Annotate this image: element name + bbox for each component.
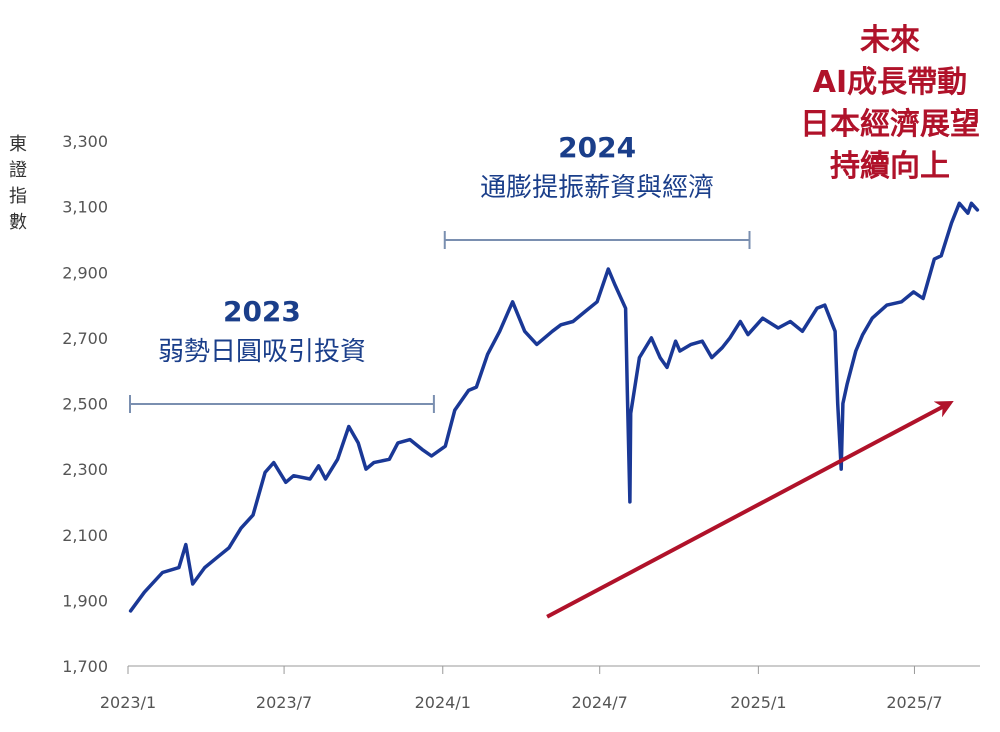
outlook-line: AI成長帶動 <box>813 65 967 100</box>
y-tick-label: 1,700 <box>62 657 108 676</box>
x-tick-label: 2023/1 <box>100 693 156 712</box>
y-tick-label: 3,100 <box>62 198 108 217</box>
y-tick-label: 2,500 <box>62 395 108 414</box>
y-tick-label: 2,900 <box>62 263 108 282</box>
period-annotations: 2023 弱勢日圓吸引投資 2024 通膨提振薪資與經濟 <box>129 131 751 413</box>
y-axis-label: 東證指數 <box>9 134 27 233</box>
span-year: 2023 <box>223 295 301 328</box>
y-tick-label: 2,100 <box>62 526 108 545</box>
y-tick-label: 3,300 <box>62 132 108 151</box>
y-axis-ticks: 1,700 1,900 2,100 2,300 2,500 2,700 2,900 3,100… <box>62 132 108 676</box>
outlook-line: 日本經濟展望 <box>800 107 980 142</box>
outlook-line: 未來 <box>860 23 920 58</box>
x-axis-ticks: 2023/1 2023/7 2024/1 2024/7 2025/1 2025/7 <box>100 666 943 712</box>
y-tick-label: 1,900 <box>62 591 108 610</box>
outlook-line: 持續向上 <box>830 149 950 184</box>
y-tick-label: 2,300 <box>62 460 108 479</box>
x-tick-label: 2023/7 <box>256 693 312 712</box>
tse-index-line <box>128 201 980 613</box>
x-tick-label: 2025/7 <box>886 693 942 712</box>
y-tick-label: 2,700 <box>62 329 108 348</box>
span-description: 通膨提振薪資與經濟 <box>480 173 714 203</box>
x-tick-label: 2024/7 <box>572 693 628 712</box>
trend-arrow <box>546 400 954 619</box>
span-year: 2024 <box>558 131 636 164</box>
x-tick-label: 2024/1 <box>415 693 471 712</box>
span-description: 弱勢日圓吸引投資 <box>158 337 366 367</box>
x-tick-label: 2025/1 <box>730 693 786 712</box>
